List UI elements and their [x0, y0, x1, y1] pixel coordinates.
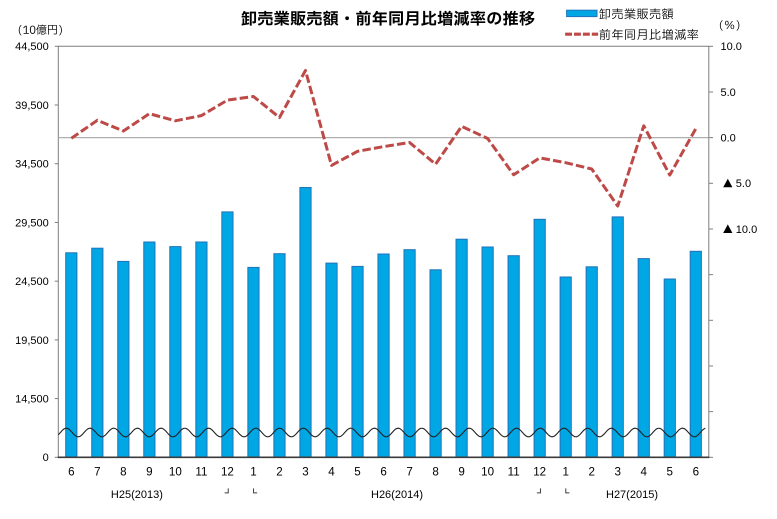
svg-text:10: 10: [169, 466, 182, 479]
svg-text:11: 11: [195, 466, 207, 479]
svg-text:7: 7: [94, 466, 100, 479]
svg-text:5.0: 5.0: [721, 87, 736, 99]
svg-text:H27(2015): H27(2015): [606, 489, 658, 501]
svg-text:8: 8: [120, 466, 126, 479]
svg-text:0.0: 0.0: [721, 133, 736, 145]
svg-text:H26(2014): H26(2014): [371, 489, 423, 501]
svg-text:24,500: 24,500: [15, 276, 49, 288]
svg-text:5.0: 5.0: [736, 178, 751, 190]
svg-text:10: 10: [481, 466, 494, 479]
svg-text:3: 3: [615, 466, 621, 479]
svg-text:6: 6: [380, 466, 386, 479]
svg-text:11: 11: [508, 466, 520, 479]
svg-text:1: 1: [562, 466, 568, 479]
svg-text:4: 4: [641, 466, 648, 479]
svg-text:29,500: 29,500: [15, 217, 49, 229]
svg-text:8: 8: [432, 466, 438, 479]
svg-text:10.0: 10.0: [721, 41, 742, 53]
svg-text:3: 3: [302, 466, 308, 479]
svg-text:5: 5: [667, 466, 673, 479]
svg-text:12: 12: [533, 466, 546, 479]
svg-text:9: 9: [146, 466, 152, 479]
svg-text:6: 6: [68, 466, 74, 479]
svg-text:5: 5: [354, 466, 360, 479]
svg-text:4: 4: [328, 466, 335, 479]
svg-text:10.0: 10.0: [736, 224, 757, 236]
svg-text:44,500: 44,500: [15, 41, 49, 53]
svg-text:14,500: 14,500: [15, 393, 49, 405]
svg-text:6: 6: [693, 466, 699, 479]
svg-text:H25(2013): H25(2013): [111, 489, 163, 501]
svg-text:39,500: 39,500: [15, 100, 49, 112]
svg-text:34,500: 34,500: [15, 159, 49, 171]
svg-text:19,500: 19,500: [15, 335, 49, 347]
svg-text:1: 1: [250, 466, 256, 479]
svg-text:9: 9: [458, 466, 464, 479]
svg-text:2: 2: [588, 466, 594, 479]
svg-text:7: 7: [406, 466, 412, 479]
svg-text:0: 0: [43, 452, 49, 464]
svg-text:12: 12: [221, 466, 234, 479]
svg-text:2: 2: [276, 466, 282, 479]
